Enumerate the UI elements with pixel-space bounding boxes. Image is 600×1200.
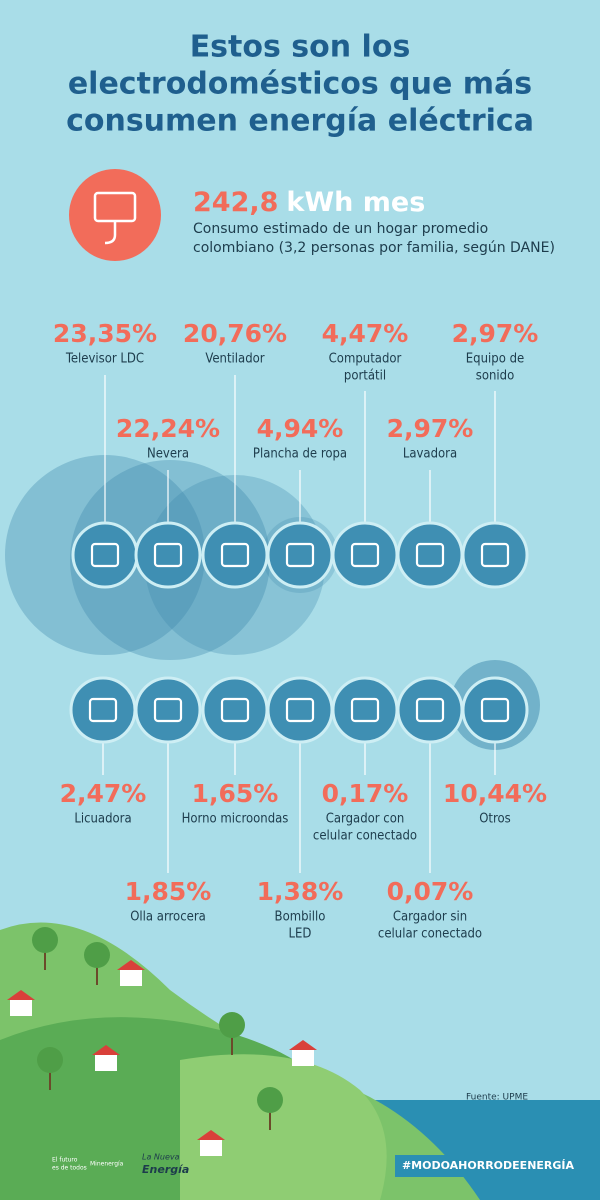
icon [480,697,510,723]
item-label: LED [289,927,312,942]
house [120,970,142,986]
icon-bg [461,676,529,744]
icon [285,542,315,568]
item-label: Cargador con [326,812,405,827]
header-amount: 242,8 kWh mes [193,187,425,218]
icon-bg [331,521,399,589]
item-label: Licuadora [74,812,131,827]
item-label: celular conectado [378,927,482,942]
item-label: portátil [344,369,386,384]
logo-text: La Nueva [142,1153,180,1162]
header-icon-bg [69,169,161,261]
item-label: Televisor LDC [65,352,144,367]
house [10,1000,32,1016]
header-icon [104,221,117,245]
item-label: Horno microondas [182,812,289,827]
tree [37,1047,63,1073]
icon-bg [69,676,137,744]
icon-bg [266,676,334,744]
percent: 2,97% [452,319,539,348]
percent: 1,85% [125,877,212,906]
icon-bg [461,521,529,589]
icon [285,697,315,723]
icon-bg [266,521,334,589]
icon [415,542,445,568]
logo-text: es de todos [52,1165,87,1172]
item-label: Cargador sin [393,910,467,925]
item-label: Nevera [147,447,189,462]
icon [153,542,183,568]
icon-bg [396,676,464,744]
icon [415,697,445,723]
unit: kWh mes [286,187,425,218]
tree [32,927,58,953]
icon [220,697,250,723]
icon-bg [396,521,464,589]
tree [219,1012,245,1038]
percent: 4,47% [322,319,409,348]
title-line: consumen energía eléctrica [66,104,534,139]
percent: 23,35% [53,319,157,348]
percent: 0,17% [322,779,409,808]
icon-bg [201,676,269,744]
icon [88,697,118,723]
icon-bg [201,521,269,589]
title-line: Estos son los [190,30,411,65]
source: Fuente: UPME [466,1093,528,1103]
item-label: Bombillo [275,910,326,925]
percent: 22,24% [116,414,220,443]
tree [84,942,110,968]
percent: 2,47% [60,779,147,808]
tree [257,1087,283,1113]
icon-bg [134,521,202,589]
house [95,1055,117,1071]
roof [197,1130,225,1140]
percent: 10,44% [443,779,547,808]
house [292,1050,314,1066]
logo-text: El futuro [52,1157,78,1164]
icon [220,542,250,568]
logo-text: Minenergía [90,1161,124,1168]
item-label: Olla arrocera [130,910,206,925]
percent: 0,07% [387,877,474,906]
roof [7,990,35,1000]
hashtag: #MODOAHORRODEENERGÍA [402,1159,575,1172]
amount: 242,8 [193,187,278,218]
roof [92,1045,120,1055]
item-label: celular conectado [313,829,417,844]
footer-band [395,1155,600,1177]
title-line: electrodomésticos que más [68,67,532,102]
percent: 2,97% [387,414,474,443]
hill [180,1054,387,1200]
icon [153,697,183,723]
roof [117,960,145,970]
icon [480,542,510,568]
item-label: sonido [476,369,515,384]
logo-text: Energía [142,1163,189,1176]
percent: 1,38% [257,877,344,906]
icon [350,697,380,723]
icon-bg [134,676,202,744]
item-label: Computador [329,352,402,367]
item-label: Equipo de [466,352,524,367]
header-description: Consumo estimado de un hogar promedio [193,221,488,237]
percent: 1,65% [192,779,279,808]
header-description: colombiano (3,2 personas por familia, se… [193,240,555,256]
item-label: Otros [479,812,511,827]
item-label: Ventilador [205,352,264,367]
icon [90,542,120,568]
item-label: Plancha de ropa [253,447,347,462]
icon [350,542,380,568]
roof [289,1040,317,1050]
icon-bg [331,676,399,744]
item-label: Lavadora [403,447,457,462]
house [200,1140,222,1156]
percent: 4,94% [257,414,344,443]
percent: 20,76% [183,319,287,348]
icon-bg [71,521,139,589]
